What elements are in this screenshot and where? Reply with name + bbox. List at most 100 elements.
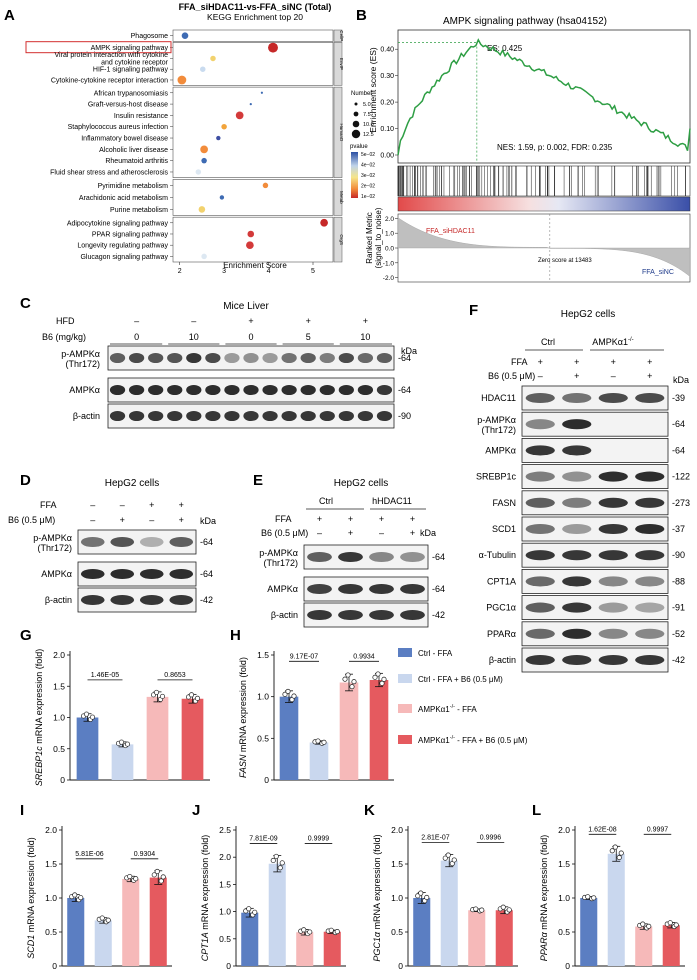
panel-a-size-legend-label: 7.5 [363,112,371,118]
panel-a-pvalue-colorbar [351,152,358,198]
bar-point [83,711,90,717]
panel-e-blot: p-AMPKα(Thr172) -64 AMPKα -64 β-actin -42 + + + +… [259,508,445,628]
blot-condition-sign: + [647,357,652,367]
bar-ylabel: SCD1 mRNA expression (fold) [26,837,36,959]
panel-f-group1: Ctrl [541,337,555,347]
bar-ylabel: PPARα mRNA expression (fold) [539,835,549,962]
blot-band [262,352,278,364]
blot-band [598,523,628,535]
blot-condition-sign: – [611,371,616,381]
panel-a-term-label: Graft-versus-host disease [88,102,168,109]
bar-point [372,674,378,680]
bar-ytick-label: 1.0 [45,893,57,903]
legend-label-ko-ffa-b6: AMPKα1-/- - FFA + B6 (0.5 μM) [418,735,528,745]
bar-point [282,691,288,697]
bar-ytick-label: 1.5 [45,859,57,869]
bar-ylabel-rest: mRNA expression (fold) [34,649,44,747]
bar-ylabel-rest: mRNA expression (fold) [539,835,549,933]
panel-a-pvalue-legend-label: 1e−02 [361,194,375,200]
blot-kda-value: -88 [672,576,685,586]
blot-condition-sign: – [120,500,125,510]
panel-e-b6-label: B6 (0.5 μM) [261,528,308,538]
blot-band [525,576,555,587]
panel-a-dot [320,218,328,227]
bar-ytick-label: 0 [52,961,57,971]
panel-f-group2-name: AMPKα1 [592,337,628,347]
panel-a-dot [247,230,255,238]
blot-band [262,384,278,396]
panel-a-dot [177,75,187,85]
bar-ytick-label: 2.5 [219,825,231,835]
legend-label-ko-ffa-post: - FFA [455,705,477,714]
bar-ytick-label: 0.5 [53,744,65,754]
legend-swatch-ko-ffa-b6 [398,735,412,744]
blot-kda-value: -64 [200,569,213,579]
panel-d-western: HepG2 cells FFA B6 (0.5 μM) kDa p-AMPKα(… [8,478,216,613]
blot-band [338,551,363,563]
bar-chart-k: 0 0.5 1.0 1.5 2.0 PGC1α mRNA expression (fold… [372,825,518,971]
panel-a-term-label: Insulin resistance [114,113,168,120]
panel-a-dot [268,42,278,53]
blot-kda-value: -42 [672,655,685,665]
panel-d-kda: kDa [200,516,216,526]
panel-d-ffa-label: FFA [40,500,57,510]
panel-b-es-frame [397,29,691,164]
panel-a-term-label: African trypanosomiasis [94,90,169,97]
blot-condition-sign: + [410,528,415,538]
panel-b-plot-area: 0.40 0.30 0.20 0.10 0.00 2.0 1.0 0.0 -1.0 -2.0 [380,29,691,283]
blot-band [598,628,628,639]
blot-kda-value: -64 [672,419,685,429]
blot-condition-sign: + [248,316,253,326]
panel-a-kegg-plot: FFA_siHDAC11-vs-FFA_siNC (Total) KEGG En… [25,2,375,275]
bar-point [72,892,78,898]
panel-b-hits-frame [397,165,691,197]
bar-point [321,739,327,745]
panel-a-size-legend-dot [351,129,361,139]
panel-b-ytick-label: 0.10 [380,126,394,133]
blot-row-label: SREBP1c [476,472,517,482]
blot-band [186,352,202,364]
blot-band [307,583,332,595]
blot-band [300,410,316,422]
panel-e-group1: Ctrl [319,496,333,506]
bar-chart-j: 0 0.5 1.0 1.5 2.0 2.5 CPT1A mRNA expression (f… [200,825,346,971]
panel-a-dot [249,102,252,106]
bar [339,682,359,780]
bar-p-value: 0.9996 [480,834,502,841]
blot-condition-sign: – [90,500,95,510]
blot-band [128,410,145,422]
blot-kda-value: -273 [672,498,690,508]
bar-point [160,874,166,880]
blot-kda-value: -64 [200,537,213,547]
panel-a-term-label: Pyrimidine metabolism [98,183,169,190]
bar-ytick-label: 1.5 [391,859,403,869]
bar-ylabel-gene: SCD1 [26,935,36,959]
blot-band [598,550,628,561]
blot-band [562,471,592,482]
bar-point [291,693,297,699]
blot-band [562,602,592,613]
bar-point [285,688,291,694]
bar-chart-l: 0 0.5 1.0 1.5 2.0 PPARα mRNA expression (fold… [539,825,685,971]
blot-kda-value: -64 [432,552,445,562]
blot-band [167,384,183,396]
bar-point [159,693,166,699]
panel-b-title: AMPK signaling pathway (hsa04152) [443,16,607,27]
bar-ytick-label: 0.5 [257,733,269,743]
bar-point [424,894,430,901]
bar-point [151,872,157,878]
panel-a-number-legend-title: Number [351,91,372,97]
panel-a-dot [200,145,208,154]
blot-band [319,384,335,396]
bar [94,920,112,966]
panel-a-group-label: EnvIP [339,58,344,70]
bar-chart-g: 0 0.5 1.0 1.5 2.0 SREBP1c mRNA expression (fo… [34,649,210,786]
blot-kda-value: -91 [672,603,685,613]
blot-kda-value: -52 [672,629,685,639]
panel-a-group-label: CellP [339,30,344,41]
bar-ytick-label: 2.0 [219,852,231,862]
panel-a-dot [195,169,202,175]
blot-band [338,410,354,422]
bar [268,863,286,966]
bar-ytick-label: 1.0 [257,692,269,702]
